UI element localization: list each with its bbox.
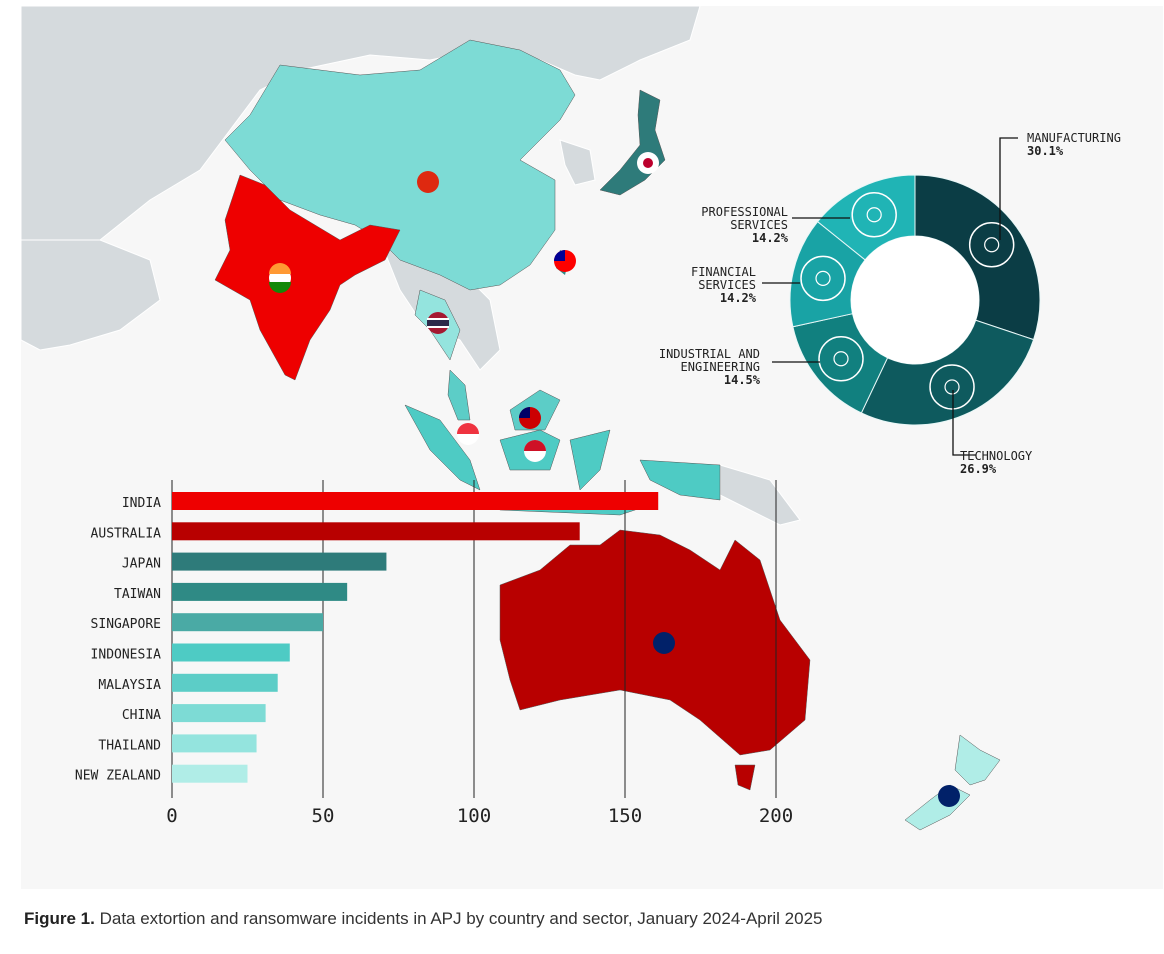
x-tick-label: 200	[759, 805, 793, 827]
bar-chart: 0 50 100 150 200 INDIA AUSTRALIA JAPAN TAIWAN SIN…	[75, 480, 793, 827]
dollar-coin-icon	[800, 255, 846, 302]
icon-glyph	[815, 270, 831, 286]
flag-taiwan-icon	[554, 250, 576, 272]
flag-indonesia-icon	[524, 440, 546, 462]
bar-india	[172, 492, 659, 510]
factory-icon	[818, 336, 864, 382]
slice-label: PROFESSIONAL SERVICES	[701, 205, 788, 232]
country-japan	[599, 89, 666, 196]
slice-percent: 14.2%	[752, 231, 789, 245]
flags	[269, 152, 960, 807]
category-label: NEW ZEALAND	[75, 769, 161, 784]
category-label: CHINA	[122, 708, 161, 723]
flag-malaysia-icon	[519, 407, 541, 429]
bar-australia	[172, 522, 580, 541]
bar-new_zealand	[172, 764, 248, 783]
infographic-panel: 0 50 100 150 200 INDIA AUSTRALIA JAPAN TAIWAN SIN…	[20, 5, 1163, 889]
bar-singapore	[172, 613, 323, 632]
category-label: SINGAPORE	[91, 617, 161, 632]
x-tick-label: 150	[608, 805, 642, 827]
gear-circuit-icon	[929, 364, 975, 410]
flag-japan-icon	[637, 152, 659, 174]
land-korea	[559, 139, 596, 186]
category-label: INDONESIA	[91, 648, 162, 663]
country-malaysia	[447, 369, 561, 431]
bar-indonesia	[172, 643, 290, 662]
category-label: TAIWAN	[114, 587, 161, 602]
figure-caption: Figure 1. Data extortion and ransomware …	[24, 909, 823, 929]
category-label: MALAYSIA	[98, 678, 161, 693]
robot-arm-icon	[968, 222, 1015, 268]
bar-taiwan	[172, 582, 348, 601]
caption-text: Data extortion and ransomware incidents …	[99, 909, 823, 928]
bar-thailand	[172, 734, 257, 753]
category-label: INDIA	[122, 496, 161, 511]
category-label: THAILAND	[98, 738, 161, 753]
icon-ring	[800, 255, 846, 302]
slice-label: MANUFACTURING	[1027, 131, 1121, 145]
flag-new-zealand-icon	[938, 785, 960, 807]
country-australia	[499, 529, 811, 791]
bar-malaysia	[172, 673, 278, 692]
leader-line	[999, 137, 1018, 240]
flag-singapore-icon	[457, 423, 479, 445]
icon-ring	[968, 222, 1015, 268]
map	[20, 5, 1001, 831]
x-tick-label: 0	[166, 805, 177, 827]
slice-label: TECHNOLOGY	[960, 449, 1033, 463]
flag-india-icon	[269, 263, 291, 293]
infographic-svg: 0 50 100 150 200 INDIA AUSTRALIA JAPAN TAIWAN SIN…	[20, 5, 1121, 831]
icon-ring	[851, 192, 897, 238]
bar-china	[172, 704, 266, 723]
country-india	[214, 174, 401, 381]
icon-glyph	[984, 237, 1000, 253]
bar-japan	[172, 552, 387, 571]
icon-ring	[929, 364, 975, 410]
leader-line	[952, 390, 976, 456]
x-tick-label: 100	[457, 805, 491, 827]
slice-label: INDUSTRIAL AND ENGINEERING	[659, 347, 760, 374]
slice-percent: 14.5%	[724, 373, 761, 387]
donut-hole	[851, 236, 979, 364]
country-new-zealand	[904, 734, 1001, 831]
slice-percent: 14.2%	[720, 291, 757, 305]
x-tick-label: 50	[312, 805, 335, 827]
flag-thailand-icon	[427, 312, 449, 334]
icon-glyph	[833, 351, 849, 367]
people-group-icon	[851, 192, 897, 238]
slice-percent: 26.9%	[960, 462, 997, 476]
icon-glyph	[944, 379, 960, 395]
icon-ring	[818, 336, 864, 382]
slice-percent: 30.1%	[1027, 144, 1064, 158]
land-middle-east	[20, 239, 161, 351]
icon-glyph	[866, 207, 882, 223]
country-indonesia	[404, 404, 721, 516]
category-label: JAPAN	[122, 557, 161, 572]
flag-australia-icon	[653, 632, 675, 654]
slice-label: FINANCIAL SERVICES	[691, 265, 756, 292]
land-png	[719, 464, 801, 526]
flag-china-icon	[417, 171, 439, 193]
category-label: AUSTRALIA	[91, 526, 162, 541]
caption-label: Figure 1.	[24, 909, 95, 928]
